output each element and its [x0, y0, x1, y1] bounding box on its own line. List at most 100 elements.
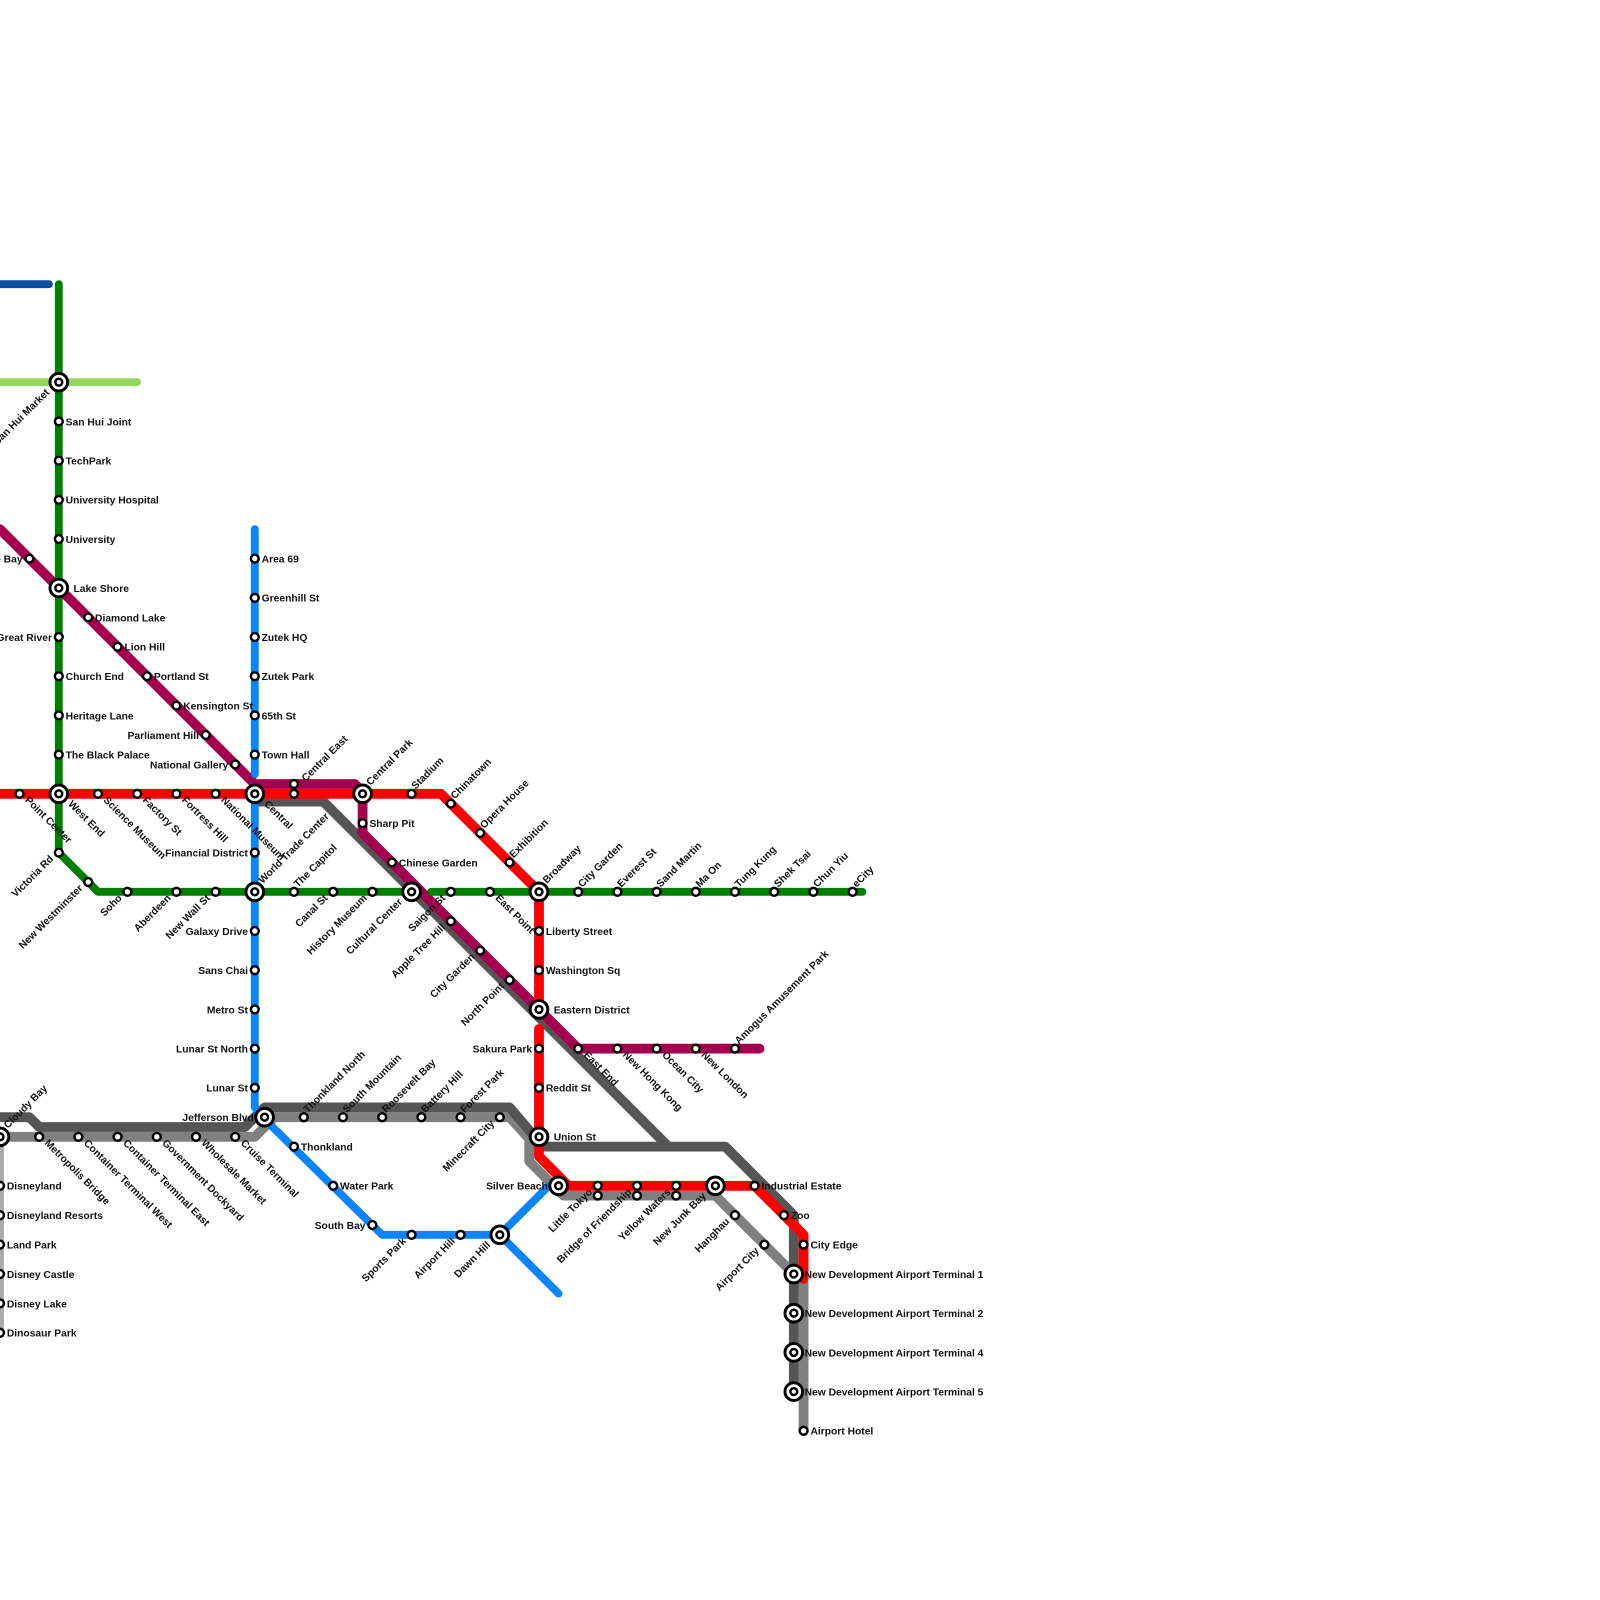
- station-marker: [367, 886, 378, 897]
- station-zutek-park[interactable]: Zutek Park: [249, 671, 315, 683]
- interchange-inner: [250, 789, 260, 799]
- station-liberty-street[interactable]: Liberty Street: [533, 925, 613, 938]
- station-disneyland[interactable]: Disneyland: [0, 1180, 62, 1193]
- station-diamond-lake[interactable]: Diamond Lake: [83, 612, 166, 624]
- station-dinosaur-park[interactable]: Dinosaur Park: [0, 1327, 77, 1340]
- station-university-hospital[interactable]: University Hospital: [53, 494, 159, 507]
- station-marker: [73, 1131, 84, 1142]
- station-marker: [592, 1190, 603, 1201]
- stations: San Hui Market San Hui Joint TechPark Unive…: [0, 371, 984, 1438]
- station-eastern-district[interactable]: Eastern District: [528, 999, 630, 1020]
- station-marker: [778, 1210, 790, 1221]
- station-town-hall[interactable]: Town Hall: [249, 749, 310, 762]
- station-techpark[interactable]: TechPark: [53, 455, 112, 468]
- station-label: New Development Airport Terminal 4: [805, 1348, 984, 1359]
- station-label: City Edge: [810, 1241, 858, 1252]
- station-greenhill-st[interactable]: Greenhill St: [249, 592, 320, 605]
- station-land-park[interactable]: Land Park: [0, 1239, 57, 1252]
- station-south-bay[interactable]: South Bay: [315, 1219, 378, 1232]
- station-marker: [53, 671, 64, 682]
- station-minecraft-city[interactable]: Minecraft City: [441, 1112, 505, 1174]
- station-label: South Bay: [315, 1221, 366, 1232]
- station-65th-st[interactable]: 65th St: [249, 710, 297, 722]
- station-sharp-pit[interactable]: Sharp Pit: [357, 818, 415, 830]
- station-heritage-lane[interactable]: Heritage Lane: [53, 710, 134, 722]
- station-chinese-garden[interactable]: Chinese Garden: [386, 857, 478, 869]
- station-lunar-st[interactable]: Lunar St: [206, 1082, 260, 1095]
- station-sakura-park[interactable]: Sakura Park: [473, 1043, 545, 1056]
- station-silver-beach[interactable]: Silver Beach: [486, 1175, 569, 1197]
- station-reddit-st[interactable]: Reddit St: [533, 1082, 592, 1095]
- station-thonkland[interactable]: Thonkland: [288, 1141, 353, 1154]
- interchange-inner: [710, 1181, 721, 1191]
- station-lion-hill[interactable]: Lion Hill: [112, 641, 165, 654]
- station-hanghau[interactable]: Hanghau: [693, 1210, 741, 1255]
- station-water-park[interactable]: Water Park: [328, 1180, 394, 1193]
- station-opera-house[interactable]: Opera House: [475, 778, 532, 839]
- station-label: Everest St: [616, 846, 660, 890]
- interchange-inner: [357, 789, 368, 799]
- station-great-river[interactable]: Great River: [0, 631, 64, 644]
- station-san-hui-joint[interactable]: San Hui Joint: [53, 416, 132, 428]
- station-science-museum[interactable]: Science Museum: [92, 788, 168, 862]
- station-amogus-amusement-park[interactable]: Amogus Amusement Park: [729, 949, 831, 1054]
- station-new-development-airport-terminal-1[interactable]: New Development Airport Terminal 1: [783, 1263, 984, 1285]
- station-e-bay[interactable]: e Bay: [0, 553, 35, 566]
- interchange-inner: [0, 1132, 5, 1142]
- station-chinatown[interactable]: Chinatown: [445, 757, 494, 809]
- station-industrial-estate[interactable]: Industrial Estate: [749, 1180, 842, 1193]
- station-victoria-rd[interactable]: Victoria Rd: [10, 847, 64, 900]
- station-marker: [631, 1190, 643, 1201]
- station-disney-castle[interactable]: Disney Castle: [0, 1268, 75, 1281]
- station-label: Area 69: [262, 555, 299, 566]
- station-sports-park[interactable]: Sports Park: [360, 1229, 417, 1285]
- station-university[interactable]: University: [53, 533, 116, 546]
- station-lake-shore[interactable]: Lake Shore: [48, 577, 129, 599]
- station-jefferson-blvd[interactable]: Jefferson Blvd: [182, 1106, 275, 1128]
- station-new-development-airport-terminal-2[interactable]: New Development Airport Terminal 2: [783, 1302, 984, 1324]
- station-airport-city[interactable]: Airport City: [714, 1239, 770, 1294]
- station-label: Chun Yiu: [812, 851, 851, 890]
- station-portland-st[interactable]: Portland St: [141, 671, 209, 683]
- station-church-end[interactable]: Church End: [53, 671, 124, 683]
- station-label: Chinese Garden: [399, 858, 478, 869]
- station-city-edge[interactable]: City Edge: [798, 1239, 858, 1252]
- station-label: Sakura Park: [473, 1045, 533, 1056]
- station-financial-district[interactable]: Financial District: [165, 847, 260, 860]
- station-zoo[interactable]: Zoo: [778, 1210, 810, 1222]
- station-marker: [808, 886, 819, 897]
- station-area-69[interactable]: Area 69: [249, 553, 299, 566]
- station-label: Financial District: [165, 849, 248, 860]
- station-washington-sq[interactable]: Washington Sq: [533, 965, 620, 977]
- station-galaxy-drive[interactable]: Galaxy Drive: [186, 925, 260, 938]
- station-parliament-hill[interactable]: Parliament Hill: [128, 729, 211, 742]
- station-disney-lake[interactable]: Disney Lake: [0, 1298, 67, 1310]
- station-label: Wholesale Market: [199, 1138, 269, 1208]
- station-label: Lion Hill: [124, 643, 165, 654]
- station-history-museum[interactable]: History Museum: [305, 886, 378, 957]
- station-label: Galaxy Drive: [186, 927, 249, 938]
- station-marker: [533, 965, 545, 976]
- station-new-development-airport-terminal-5[interactable]: New Development Airport Terminal 5: [783, 1381, 984, 1402]
- station-label: Chinatown: [449, 757, 494, 802]
- station-national-gallery[interactable]: National Gallery: [150, 759, 241, 771]
- station-new-development-airport-terminal-4[interactable]: New Development Airport Terminal 4: [783, 1342, 984, 1363]
- station-disneyland-resorts[interactable]: Disneyland Resorts: [0, 1210, 103, 1222]
- station-label: Aberdeen: [132, 893, 173, 934]
- station-kensington-st[interactable]: Kensington St: [171, 700, 254, 713]
- station-exhibition[interactable]: Exhibition: [504, 818, 551, 868]
- station-sans-chai[interactable]: Sans Chai: [198, 965, 260, 977]
- station-label: Liberty Street: [546, 927, 613, 938]
- station-lunar-st-north[interactable]: Lunar St North: [176, 1043, 260, 1056]
- station-label: Disney Lake: [7, 1299, 67, 1310]
- station-wholesale-market[interactable]: Wholesale Market: [190, 1131, 269, 1208]
- station-label: Minecraft City: [441, 1118, 497, 1174]
- station-airport-hotel[interactable]: Airport Hotel: [798, 1425, 874, 1438]
- station-zutek-hq[interactable]: Zutek HQ: [249, 631, 307, 644]
- station-metro-st[interactable]: Metro St: [207, 1004, 260, 1016]
- station-marker: [445, 916, 456, 927]
- station-the-black-palace[interactable]: The Black Palace: [53, 749, 150, 762]
- station-union-st[interactable]: Union St: [528, 1126, 597, 1148]
- interchange-inner: [495, 1230, 505, 1240]
- station-metropolis-bridge[interactable]: Metropolis Bridge: [34, 1131, 112, 1208]
